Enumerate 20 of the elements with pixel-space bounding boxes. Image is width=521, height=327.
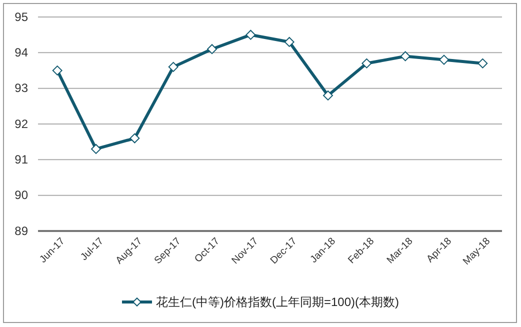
point	[52, 66, 62, 76]
point	[362, 58, 372, 68]
point	[439, 54, 449, 65]
y-tick-label: 92	[14, 116, 28, 131]
point	[91, 144, 101, 154]
point	[400, 51, 410, 62]
y-tick-label: 90	[14, 188, 28, 202]
point	[323, 90, 333, 100]
point	[246, 30, 256, 40]
y-tick-label: 91	[14, 152, 28, 167]
y-tick-label: 93	[14, 81, 28, 96]
y-tick-label: 95	[14, 10, 28, 24]
point	[130, 133, 140, 144]
y-tick-label: 94	[14, 46, 28, 60]
point	[168, 62, 178, 72]
point	[478, 58, 488, 68]
legend-label: 花生仁(中等)价格指数(上年同期=100)(本期数)	[156, 295, 400, 309]
point	[284, 36, 294, 47]
y-tick-label: 89	[14, 224, 28, 238]
point	[207, 44, 217, 54]
